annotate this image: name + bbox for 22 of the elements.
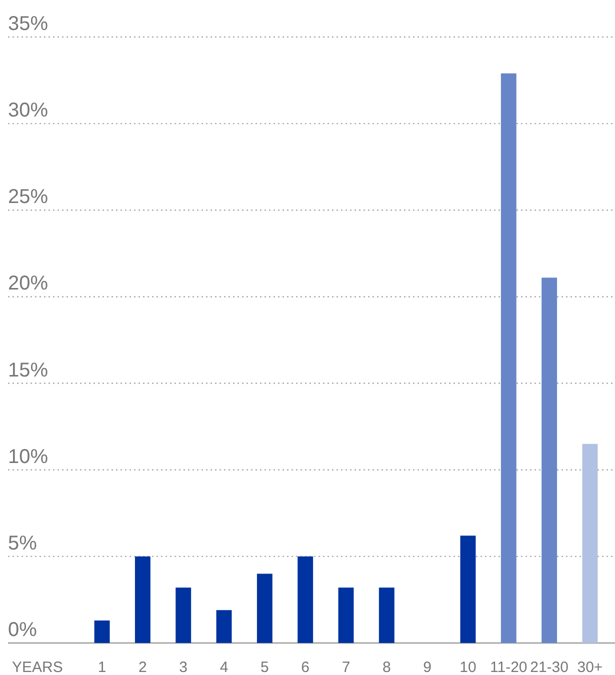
x-tick-label: 1 <box>98 659 106 675</box>
x-tick-label: 7 <box>342 659 350 675</box>
y-tick-label: 15% <box>8 359 48 382</box>
x-tick-label: 4 <box>220 659 228 675</box>
x-tick-label: 8 <box>382 659 391 675</box>
x-tick-label: 11-20 <box>490 659 528 675</box>
x-tick-label: 10 <box>460 659 476 675</box>
x-tick-label: 9 <box>423 659 432 675</box>
y-tick-label: 5% <box>8 532 38 554</box>
y-tick-label: 30% <box>8 100 48 122</box>
y-tick-label: 25% <box>8 186 48 208</box>
y-tick-label: 35% <box>8 13 48 35</box>
y-tick-label: 0% <box>8 619 38 641</box>
x-tick-label: 2 <box>138 659 147 675</box>
x-tick-label: 3 <box>179 659 188 675</box>
x-tick-label: 5 <box>260 659 269 675</box>
x-axis-title: YEARS <box>12 659 63 675</box>
y-tick-label: 20% <box>8 272 48 295</box>
x-tick-label: 6 <box>301 659 310 675</box>
y-tick-label: 10% <box>8 446 48 468</box>
x-tick-label: 21-30 <box>530 659 568 675</box>
x-tick-label: 30+ <box>577 659 603 675</box>
